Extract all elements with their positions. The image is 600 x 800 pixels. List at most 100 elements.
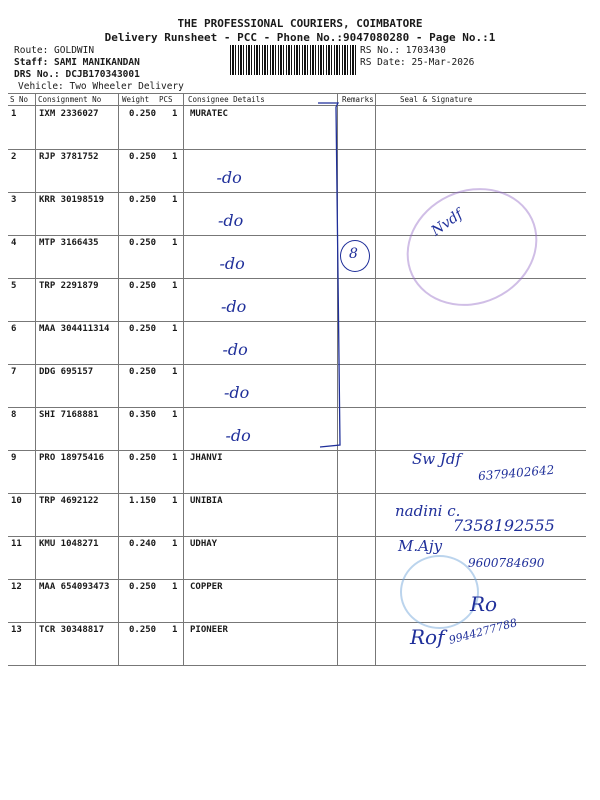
row-divider [8, 149, 586, 150]
row-sno: 3 [11, 195, 17, 205]
row-consignment: PRO 18975416 [39, 453, 105, 463]
row-weight: 0.250 [129, 453, 157, 463]
row-pcs: 1 [172, 367, 178, 377]
col-remarks: Remarks [342, 95, 374, 104]
row-handwritten-ditto: -do [216, 168, 242, 187]
row-handwritten-ditto: -do [219, 254, 245, 273]
signature-phone-11: 9600784690 [468, 556, 545, 570]
row-pcs: 1 [172, 539, 178, 549]
divider [8, 93, 586, 94]
row-consignment: TRP 2291879 [39, 281, 99, 291]
row-pcs: 1 [172, 238, 178, 248]
runsheet-subtitle: Delivery Runsheet - PCC - Phone No.:9047… [104, 31, 496, 44]
row-consignee: MURATEC [190, 109, 228, 119]
row-divider [8, 192, 586, 193]
row-weight: 0.250 [129, 281, 157, 291]
row-handwritten-ditto: -do [218, 211, 244, 230]
row-pcs: 1 [172, 324, 178, 334]
rs-number: RS No.: 1703430 [360, 45, 446, 56]
col-sno: S No [10, 95, 29, 104]
col-seal: Seal & Signature [400, 95, 473, 104]
row-sno: 12 [11, 582, 22, 592]
row-divider [8, 364, 586, 365]
row-pcs: 1 [172, 625, 178, 635]
row-consignee: PIONEER [190, 625, 228, 635]
barcode [230, 45, 357, 75]
row-consignee: UNIBIA [190, 496, 223, 506]
row-consignment: RJP 3781752 [39, 152, 99, 162]
row-consignment: MAA 304411314 [39, 324, 110, 334]
row-pcs: 1 [172, 496, 178, 506]
row-divider [8, 450, 586, 451]
rs-date: RS Date: 25-Mar-2026 [360, 57, 475, 68]
row-sno: 4 [11, 238, 17, 248]
col-weight: Weight [122, 95, 150, 104]
signature-phone-9: 6379402642 [477, 462, 555, 484]
row-pcs: 1 [172, 582, 178, 592]
row-consignee: JHANVI [190, 453, 223, 463]
row-divider [8, 665, 586, 666]
row-pcs: 1 [172, 281, 178, 291]
row-consignment: MTP 3166435 [39, 238, 99, 248]
row-handwritten-ditto: -do [224, 383, 250, 402]
signature-name-11: M.Ajy [398, 537, 443, 555]
column-divider [35, 93, 36, 665]
row-consignment: TRP 4692122 [39, 496, 99, 506]
row-pcs: 1 [172, 109, 178, 119]
column-divider [337, 93, 338, 665]
row-sno: 13 [11, 625, 22, 635]
row-sno: 8 [11, 410, 17, 420]
column-divider [375, 93, 376, 665]
row-weight: 0.250 [129, 324, 157, 334]
row-consignment: KRR 30198519 [39, 195, 105, 205]
row-divider [8, 235, 586, 236]
vehicle: Vehicle: Two Wheeler Delivery [18, 81, 184, 92]
col-consignment: Consignment No [38, 95, 102, 104]
row-consignment: KMU 1048271 [39, 539, 99, 549]
staff: Staff: SAMI MANIKANDAN [14, 57, 140, 68]
col-consignee: Consignee Details [188, 95, 265, 104]
row-sno: 2 [11, 152, 17, 162]
row-divider [8, 321, 586, 322]
row-consignment: IXM 2336027 [39, 109, 99, 119]
col-pcs: PCS [159, 95, 173, 104]
signature-12: Ro [470, 592, 498, 616]
remarks-circle: 8 [340, 240, 370, 272]
signature-phone-10: 7358192555 [453, 516, 555, 535]
row-pcs: 1 [172, 195, 178, 205]
row-sno: 1 [11, 109, 17, 119]
row-divider [8, 493, 586, 494]
row-consignee: UDHAY [190, 539, 218, 549]
drs-number: DRS No.: DCJB170343001 [14, 69, 140, 80]
copper-stamp [400, 555, 479, 629]
column-divider [118, 93, 119, 665]
row-weight: 0.350 [129, 410, 157, 420]
divider [8, 105, 586, 106]
row-weight: 0.250 [129, 109, 157, 119]
signature-name-10: nadini c. [395, 502, 461, 520]
row-pcs: 1 [172, 152, 178, 162]
company-title: THE PROFESSIONAL COURIERS, COIMBATORE [177, 17, 423, 30]
row-weight: 0.250 [129, 582, 157, 592]
row-consignee: COPPER [190, 582, 223, 592]
row-sno: 6 [11, 324, 17, 334]
row-consignment: SHI 7168881 [39, 410, 99, 420]
row-weight: 0.250 [129, 152, 157, 162]
row-weight: 1.150 [129, 496, 157, 506]
signature-name-9: Sw Jdf [412, 450, 462, 468]
row-weight: 0.250 [129, 238, 157, 248]
row-consignment: TCR 30348817 [39, 625, 105, 635]
row-weight: 0.250 [129, 625, 157, 635]
row-divider [8, 622, 586, 623]
row-consignment: DDG 695157 [39, 367, 94, 377]
row-sno: 5 [11, 281, 17, 291]
row-sno: 10 [11, 496, 22, 506]
row-pcs: 1 [172, 410, 178, 420]
row-consignment: MAA 654093473 [39, 582, 110, 592]
column-divider [183, 93, 184, 665]
row-handwritten-ditto: -do [221, 297, 247, 316]
row-weight: 0.250 [129, 195, 157, 205]
row-sno: 7 [11, 367, 17, 377]
row-divider [8, 407, 586, 408]
row-weight: 0.250 [129, 367, 157, 377]
